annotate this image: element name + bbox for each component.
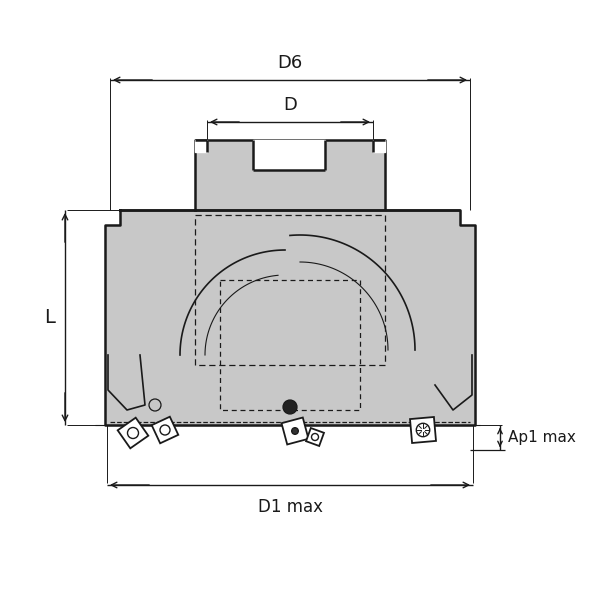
Text: D6: D6	[277, 54, 302, 72]
Polygon shape	[152, 417, 178, 443]
Text: Ap1 max: Ap1 max	[508, 430, 576, 445]
Polygon shape	[253, 140, 325, 170]
Polygon shape	[195, 140, 207, 152]
Text: L: L	[44, 308, 55, 327]
Polygon shape	[105, 210, 475, 425]
Text: D: D	[283, 96, 297, 114]
Polygon shape	[373, 140, 385, 152]
Text: D1 max: D1 max	[257, 498, 323, 516]
Circle shape	[283, 400, 297, 414]
Polygon shape	[118, 418, 148, 448]
Polygon shape	[281, 418, 308, 445]
Circle shape	[292, 428, 298, 434]
Polygon shape	[195, 140, 385, 210]
Polygon shape	[306, 428, 324, 446]
Polygon shape	[410, 417, 436, 443]
